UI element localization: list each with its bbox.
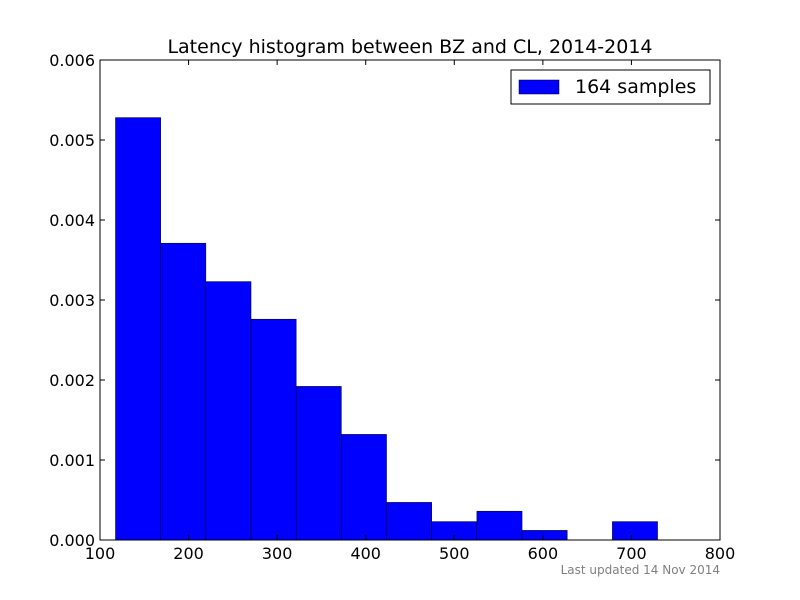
histogram-bar-9 <box>476 510 523 541</box>
histogram-bar-1 <box>115 117 161 541</box>
x-tick-label: 100 <box>85 544 116 563</box>
axis-ticks: 100 200 300 400 500 600 700 800 0.000 0.001 0.002 0… <box>49 51 735 563</box>
legend-label: 164 samples <box>575 76 696 98</box>
histogram-bar-3 <box>205 281 252 541</box>
legend-swatch <box>518 79 560 95</box>
y-tick-label: 0.003 <box>49 291 95 310</box>
histogram-bar-5 <box>295 386 342 541</box>
x-tick-label: 200 <box>173 544 204 563</box>
legend: 164 samples <box>510 69 711 105</box>
y-tick-label: 0.001 <box>49 451 95 470</box>
x-tick-label: 800 <box>705 544 736 563</box>
histogram-bar-7 <box>386 502 432 541</box>
x-tick-label: 700 <box>616 544 647 563</box>
plot-frame <box>99 59 721 541</box>
chart-title: Latency histogram between BZ and CL, 201… <box>167 36 652 58</box>
y-tick-label: 0.006 <box>49 51 95 70</box>
histogram-bar-12 <box>612 521 658 541</box>
y-tick-label: 0.002 <box>49 371 95 390</box>
bars-group <box>115 117 658 541</box>
x-tick-label: 500 <box>439 544 470 563</box>
y-tick-label: 0.005 <box>49 131 95 150</box>
x-tick-label: 600 <box>528 544 559 563</box>
histogram-bar-4 <box>250 318 297 541</box>
histogram-bar-2 <box>160 242 207 541</box>
histogram-bar-6 <box>341 434 387 541</box>
x-tick-label: 300 <box>262 544 293 563</box>
y-tick-label: 0.000 <box>49 531 95 550</box>
last-updated-note: Last updated 14 Nov 2014 <box>561 563 720 577</box>
y-tick-label: 0.004 <box>49 211 95 230</box>
histogram-bar-10 <box>521 530 568 541</box>
x-tick-label: 400 <box>350 544 381 563</box>
